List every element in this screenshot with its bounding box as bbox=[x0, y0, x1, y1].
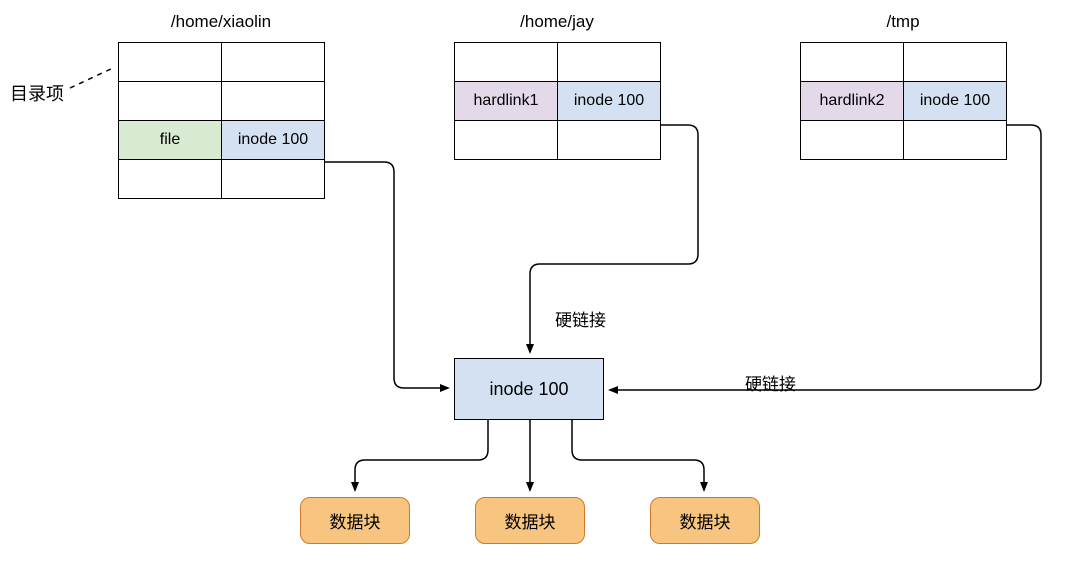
dir-cell-empty bbox=[557, 42, 661, 82]
dir-cell-empty bbox=[800, 120, 904, 160]
inode-to-block1 bbox=[355, 420, 488, 490]
dir-cell-empty bbox=[118, 81, 222, 121]
dir-header: /home/xiaolin bbox=[118, 12, 324, 32]
inode-to-block3 bbox=[572, 420, 704, 490]
dir-cell-empty bbox=[903, 120, 1007, 160]
dir-cell-empty bbox=[454, 120, 558, 160]
dir-cell-empty bbox=[800, 42, 904, 82]
dir-entry-name: file bbox=[118, 120, 222, 160]
dir-cell-empty bbox=[118, 159, 222, 199]
annotation-label: 目录项 bbox=[10, 80, 64, 106]
dir-entry-name: hardlink1 bbox=[454, 81, 558, 121]
dir-cell-empty bbox=[221, 42, 325, 82]
dir-cell-empty bbox=[221, 159, 325, 199]
edge-label: 硬链接 bbox=[745, 370, 796, 395]
dir-entry-inode: inode 100 bbox=[903, 81, 1007, 121]
annotation-to-table bbox=[70, 68, 113, 88]
dir-cell-empty bbox=[557, 120, 661, 160]
data-block: 数据块 bbox=[650, 497, 760, 544]
xiaolin-to-inode bbox=[324, 162, 448, 388]
dir-header: /home/jay bbox=[454, 12, 660, 32]
dir-cell-empty bbox=[903, 42, 1007, 82]
dir-cell-empty bbox=[221, 81, 325, 121]
dir-cell-empty bbox=[118, 42, 222, 82]
tmp-to-inode bbox=[610, 125, 1041, 390]
dir-entry-inode: inode 100 bbox=[221, 120, 325, 160]
data-block: 数据块 bbox=[300, 497, 410, 544]
inode-box: inode 100 bbox=[454, 358, 604, 420]
dir-header: /tmp bbox=[800, 12, 1006, 32]
edge-label: 硬链接 bbox=[555, 306, 606, 331]
dir-entry-inode: inode 100 bbox=[557, 81, 661, 121]
dir-cell-empty bbox=[454, 42, 558, 82]
data-block: 数据块 bbox=[475, 497, 585, 544]
dir-entry-name: hardlink2 bbox=[800, 81, 904, 121]
